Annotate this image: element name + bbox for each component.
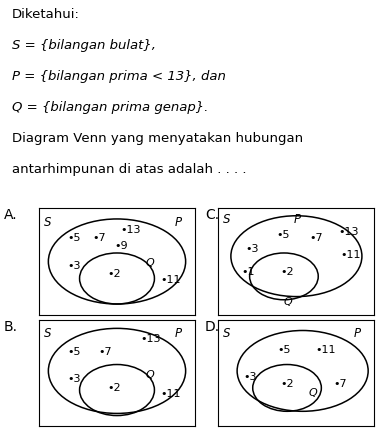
- Text: •13: •13: [140, 334, 161, 344]
- Text: S = {bilangan bulat},: S = {bilangan bulat},: [12, 39, 156, 52]
- Text: •3: •3: [243, 372, 257, 382]
- Text: •13: •13: [120, 224, 141, 235]
- Text: •11: •11: [161, 389, 181, 399]
- Text: •7: •7: [309, 233, 323, 243]
- Text: •3: •3: [245, 244, 259, 254]
- Text: •13: •13: [339, 227, 359, 237]
- Text: •11: •11: [315, 345, 336, 355]
- Text: •11: •11: [340, 250, 361, 260]
- Text: •7: •7: [98, 347, 112, 357]
- Text: •7: •7: [334, 378, 347, 389]
- Text: •2: •2: [281, 267, 294, 277]
- Text: Q = {bilangan prima genap}.: Q = {bilangan prima genap}.: [12, 101, 208, 114]
- Text: •5: •5: [276, 230, 290, 240]
- Text: •5: •5: [67, 233, 81, 243]
- Text: S: S: [223, 327, 230, 340]
- Text: P: P: [293, 213, 300, 226]
- Text: Q: Q: [145, 370, 154, 380]
- Text: P: P: [175, 327, 182, 340]
- Text: •2: •2: [281, 378, 294, 389]
- Text: P: P: [354, 327, 361, 340]
- Text: •1: •1: [242, 267, 255, 277]
- Text: •11: •11: [161, 275, 181, 285]
- Text: Q: Q: [284, 296, 292, 306]
- Text: •7: •7: [92, 233, 106, 243]
- Text: •3: •3: [67, 261, 81, 271]
- Text: •3: •3: [67, 375, 81, 385]
- Text: S: S: [44, 327, 51, 340]
- Text: •5: •5: [67, 347, 81, 357]
- Text: A.: A.: [4, 208, 18, 222]
- Text: Q: Q: [145, 258, 154, 268]
- Text: S: S: [44, 216, 51, 229]
- Text: Diketahui:: Diketahui:: [12, 8, 80, 21]
- Text: •5: •5: [278, 345, 291, 355]
- Text: C.: C.: [205, 208, 219, 222]
- Text: •2: •2: [108, 383, 121, 393]
- Text: antarhimpunan di atas adalah . . . .: antarhimpunan di atas adalah . . . .: [12, 163, 246, 176]
- Text: P = {bilangan prima < 13}, dan: P = {bilangan prima < 13}, dan: [12, 70, 225, 83]
- Text: B.: B.: [4, 320, 18, 334]
- Text: P: P: [175, 216, 182, 229]
- Text: D.: D.: [205, 320, 220, 334]
- Text: •2: •2: [108, 269, 121, 279]
- Text: •9: •9: [114, 240, 128, 250]
- Text: Diagram Venn yang menyatakan hubungan: Diagram Venn yang menyatakan hubungan: [12, 132, 303, 145]
- Text: S: S: [223, 213, 230, 226]
- Text: Q: Q: [309, 388, 317, 398]
